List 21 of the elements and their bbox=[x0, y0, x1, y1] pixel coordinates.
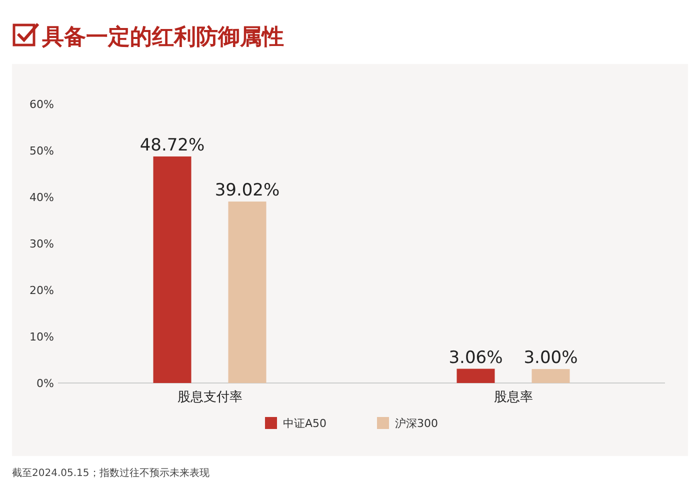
bar bbox=[456, 368, 495, 383]
data-label: 3.00% bbox=[524, 348, 578, 368]
y-tick-label: 40% bbox=[30, 191, 54, 204]
y-tick-label: 60% bbox=[30, 98, 54, 111]
data-label: 3.06% bbox=[448, 348, 503, 368]
data-label: 48.72% bbox=[140, 135, 205, 156]
data-label: 39.02% bbox=[214, 180, 280, 201]
y-tick-label: 30% bbox=[30, 238, 54, 250]
chart-title: 具备一定的红利防御属性 bbox=[41, 24, 284, 50]
y-tick-label: 10% bbox=[30, 330, 54, 344]
bar bbox=[228, 202, 266, 383]
bar bbox=[532, 369, 570, 383]
bar bbox=[153, 156, 192, 383]
y-tick-label: 0% bbox=[36, 377, 54, 390]
y-tick-label: 20% bbox=[30, 284, 54, 297]
legend-label: 中证A50 bbox=[283, 417, 327, 430]
text: 截至2024.05.15；指数过往不预示未来表现 bbox=[12, 467, 210, 479]
y-tick-label: 50% bbox=[30, 144, 54, 158]
x-tick-label: 股息率 bbox=[494, 389, 533, 405]
legend-label: 沪深300 bbox=[395, 417, 438, 430]
x-tick-label: 股息支付率 bbox=[177, 389, 242, 405]
